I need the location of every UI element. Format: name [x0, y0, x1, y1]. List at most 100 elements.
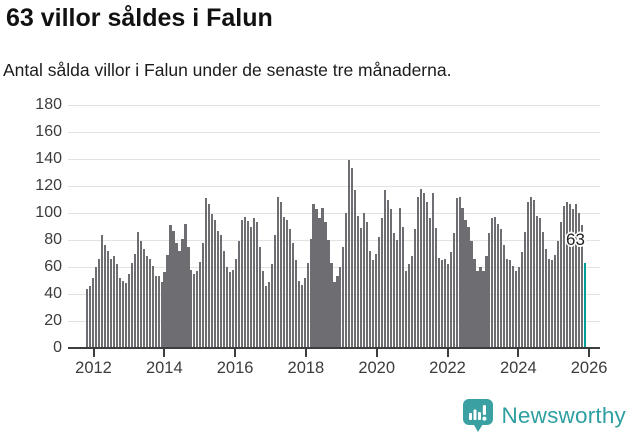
bar: [205, 198, 208, 348]
bar: [133, 253, 136, 348]
bar: [232, 269, 235, 348]
bar: [106, 250, 110, 348]
x-axis-tick: [163, 349, 166, 357]
bar: [235, 258, 238, 348]
bar: [291, 242, 294, 348]
x-axis-tick: [588, 349, 591, 357]
bar: [464, 219, 467, 348]
grid-line: [68, 105, 600, 106]
bar: [181, 238, 184, 348]
x-axis-label: 2020: [358, 359, 396, 377]
bar: [208, 203, 211, 348]
x-axis-tick: [375, 349, 378, 357]
y-axis-label: 100: [35, 204, 62, 221]
x-axis-tick: [92, 349, 95, 357]
grid-line: [68, 267, 600, 268]
y-axis-label: 60: [44, 258, 62, 275]
bar: [139, 241, 142, 348]
highlight-bar: [583, 262, 586, 348]
bar: [354, 190, 357, 348]
bar: [261, 271, 264, 348]
bar: [309, 238, 312, 348]
bar: [556, 241, 560, 348]
bar: [521, 252, 524, 348]
bar: [577, 213, 580, 348]
bar: [187, 246, 190, 348]
bar: [327, 240, 330, 348]
bar: [321, 207, 324, 348]
bar: [375, 253, 378, 348]
bar: [524, 231, 527, 348]
bar: [547, 258, 551, 348]
bar: [485, 256, 488, 348]
bar: [330, 262, 333, 348]
x-axis-label: 2018: [287, 359, 325, 377]
bar: [410, 256, 413, 348]
bar: [530, 196, 533, 348]
grid-line: [68, 213, 600, 214]
bar: [553, 254, 557, 348]
bar: [345, 213, 348, 348]
bar: [282, 217, 285, 348]
bar: [175, 242, 178, 348]
bar: [297, 280, 300, 348]
bar: [494, 217, 497, 348]
bar: [386, 199, 390, 348]
x-axis-label: 2014: [145, 359, 183, 377]
bar: [342, 246, 345, 348]
page-title: 63 villor såldes i Falun: [6, 4, 273, 32]
bar: [109, 258, 113, 348]
bar: [148, 258, 151, 348]
bar: [237, 241, 241, 348]
bar: [91, 277, 95, 348]
bar: [190, 269, 193, 348]
bar: [512, 265, 515, 348]
bar: [404, 271, 408, 348]
bar: [118, 277, 121, 348]
y-axis-label: 0: [53, 339, 62, 356]
bar: [97, 258, 101, 348]
bar: [103, 245, 107, 348]
bar: [515, 271, 518, 348]
bar: [124, 283, 127, 348]
bar: [264, 285, 267, 348]
bar: [574, 203, 577, 348]
bar: [425, 202, 428, 348]
bar: [166, 254, 169, 348]
bar: [273, 234, 276, 348]
bar: [360, 227, 363, 348]
bar: [482, 271, 485, 348]
y-axis-label: 20: [44, 312, 62, 329]
bar: [384, 190, 387, 348]
bar: [389, 208, 393, 348]
x-axis-label: 2012: [75, 359, 112, 377]
bar: [363, 213, 366, 348]
y-axis-label: 160: [35, 123, 62, 140]
bar: [172, 230, 175, 348]
bar: [398, 207, 402, 348]
x-axis-label: 2024: [499, 359, 537, 377]
y-axis-label: 180: [35, 96, 62, 113]
bar: [154, 276, 157, 348]
bar: [580, 225, 583, 348]
bar: [449, 252, 452, 348]
bar: [568, 203, 571, 348]
bar: [276, 196, 279, 348]
bar: [550, 260, 554, 348]
bar: [157, 276, 160, 348]
bar: [473, 258, 476, 348]
bar: [88, 285, 92, 348]
x-axis-label: 2026: [570, 359, 608, 377]
bar: [497, 223, 500, 348]
bar: [202, 242, 205, 348]
bar: [357, 215, 360, 348]
bar: [562, 206, 565, 348]
bar: [151, 265, 154, 348]
newsworthy-logo[interactable]: Newsworthy: [463, 399, 626, 433]
bar: [571, 208, 574, 348]
bar: [160, 281, 163, 348]
bar: [366, 222, 369, 348]
bar: [372, 260, 375, 348]
bar: [500, 229, 503, 348]
